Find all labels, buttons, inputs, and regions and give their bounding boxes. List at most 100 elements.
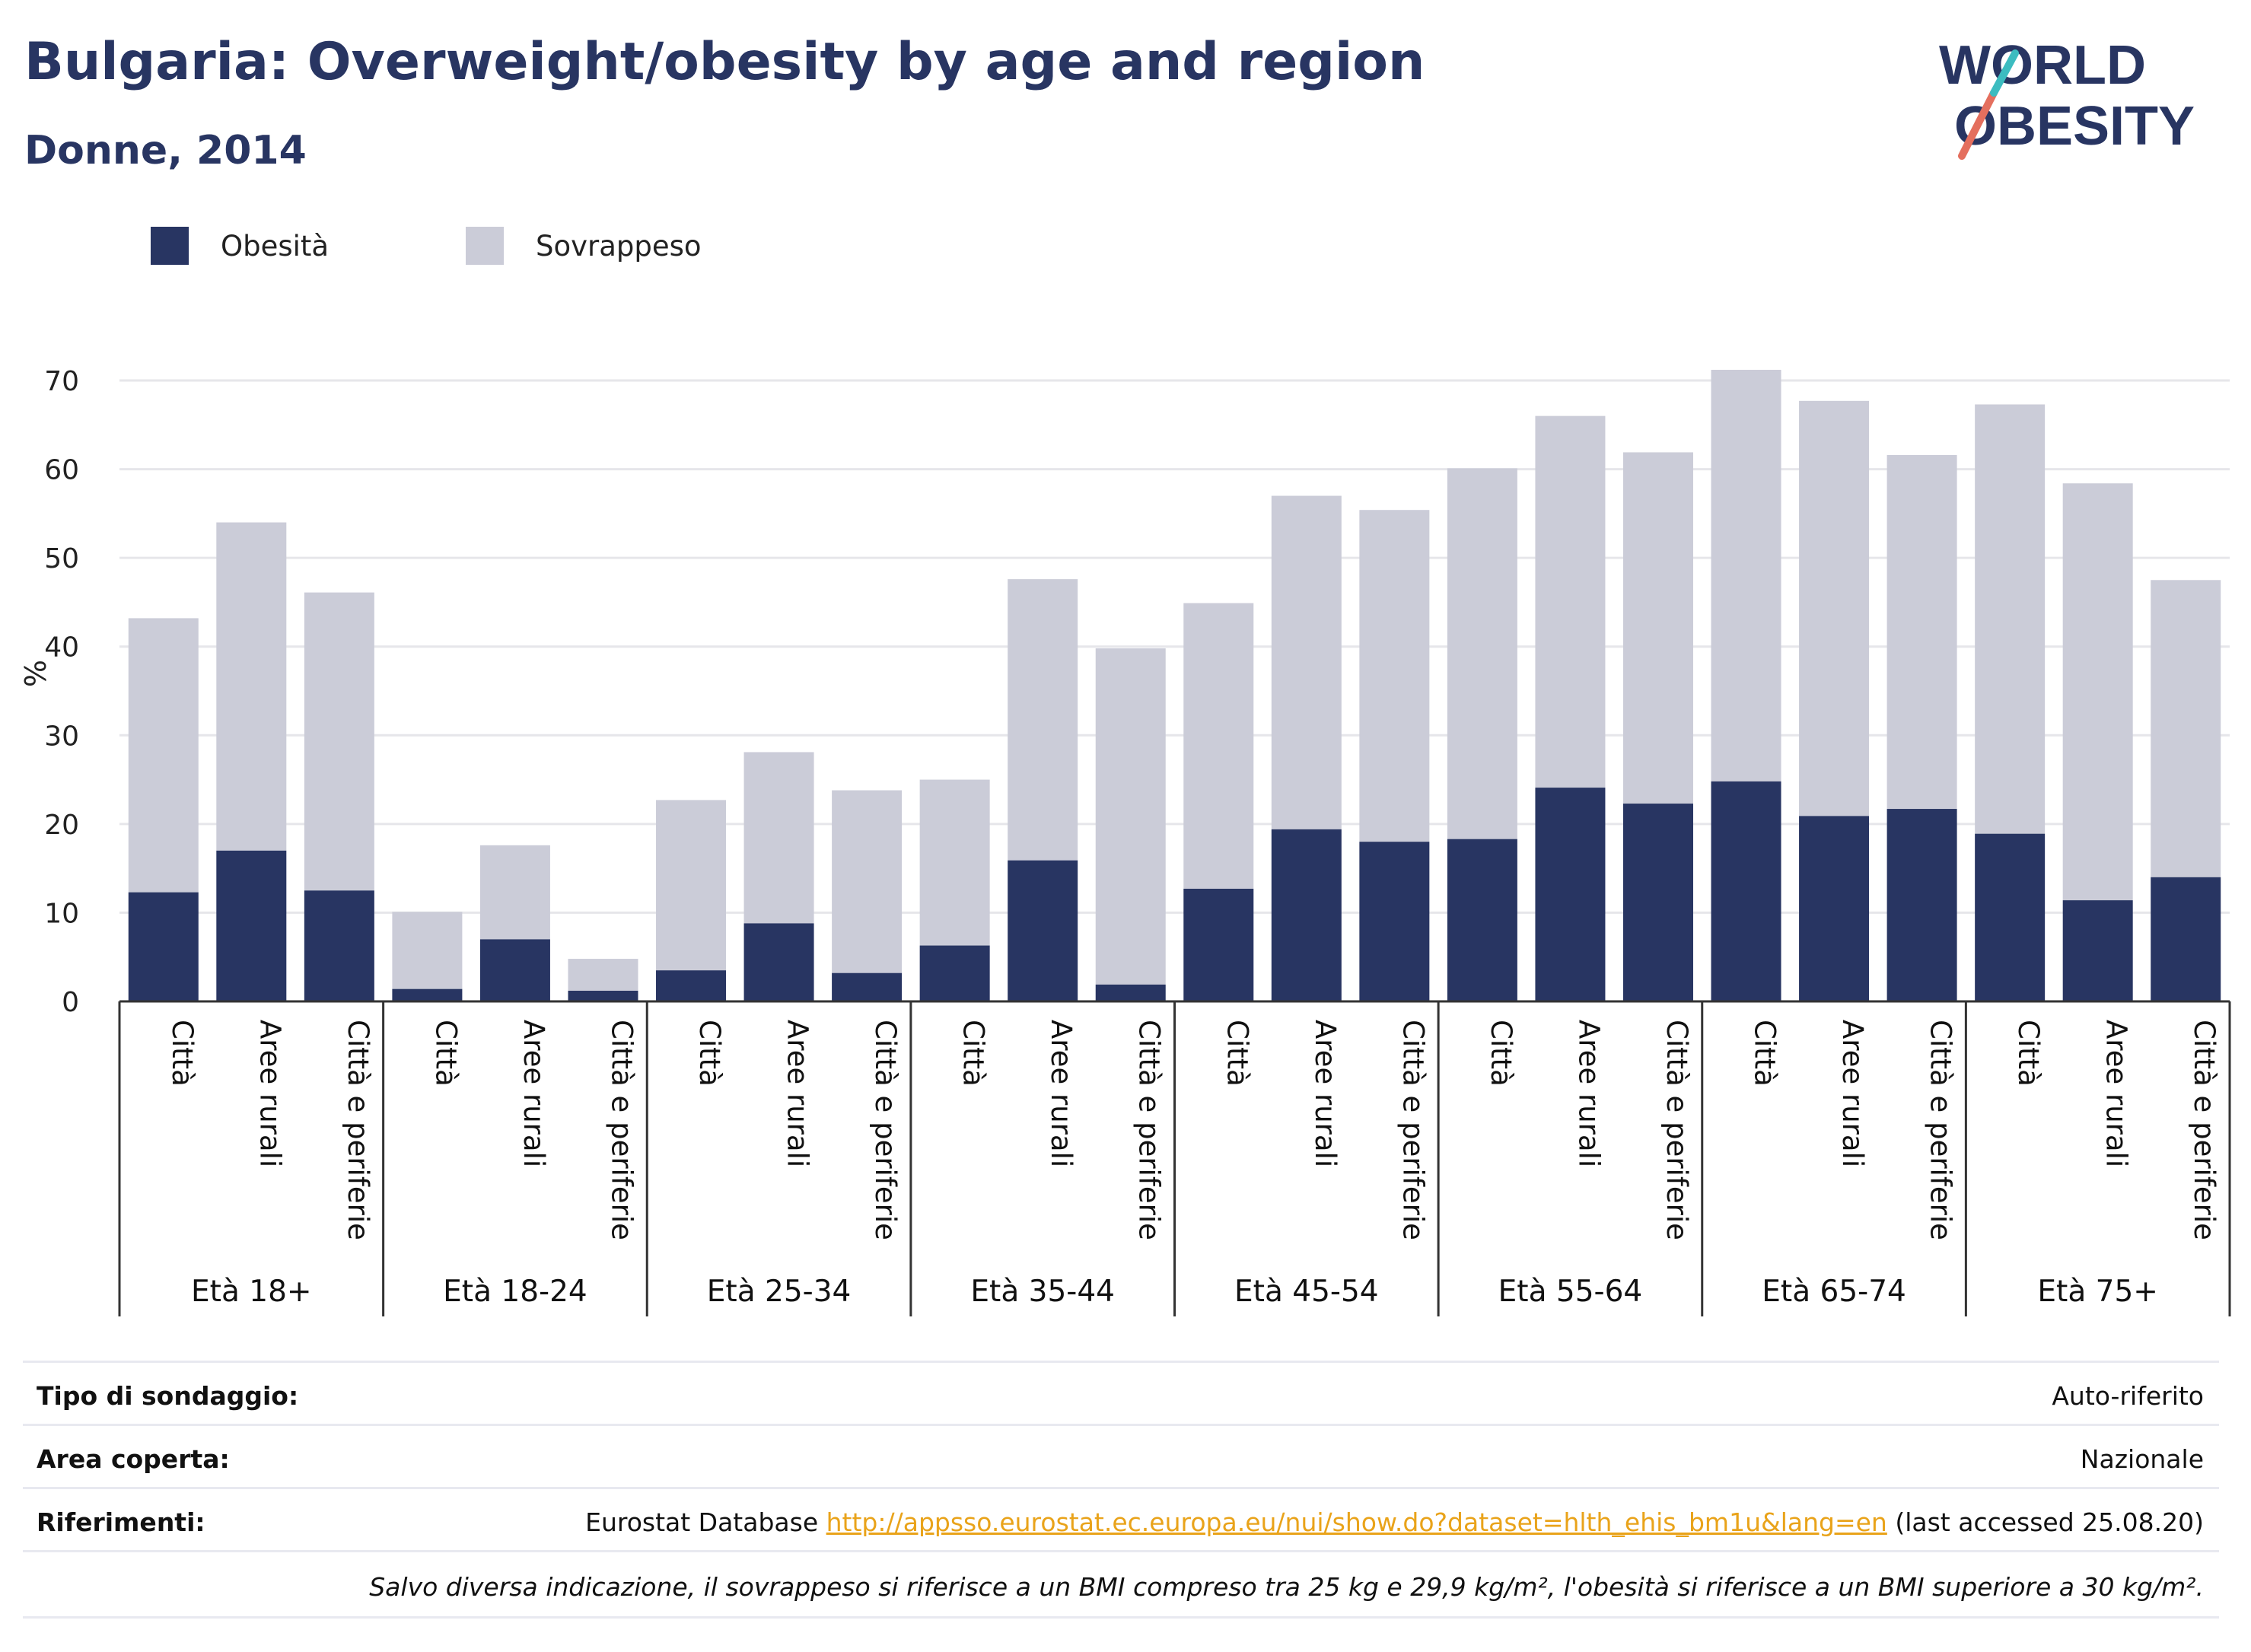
bar-obesity bbox=[1008, 860, 1078, 1001]
group-label: Età 35-44 bbox=[970, 1275, 1115, 1309]
bar-overweight bbox=[1886, 454, 1957, 810]
bar-obesity bbox=[216, 850, 287, 1001]
bar-overweight bbox=[392, 912, 463, 989]
x-tick-label: Città bbox=[1221, 1020, 1253, 1087]
x-tick-label: Città bbox=[1749, 1020, 1781, 1087]
info-value-survey-type: Auto-riferito bbox=[2052, 1381, 2204, 1411]
bar-obesity bbox=[1711, 781, 1781, 1001]
legend-label-obesity: Obesità bbox=[221, 229, 330, 263]
bar-overweight bbox=[304, 592, 374, 891]
bar-overweight bbox=[1095, 648, 1166, 985]
x-tick-label: Città e periferie bbox=[605, 1020, 638, 1240]
bar-obesity bbox=[1271, 829, 1342, 1001]
bar-overweight bbox=[2151, 580, 2221, 877]
bar-obesity bbox=[1095, 984, 1166, 1001]
bar-overweight bbox=[1975, 404, 2046, 834]
x-tick-label: Aree rurali bbox=[253, 1020, 286, 1167]
group-label: Età 55-64 bbox=[1498, 1275, 1643, 1309]
chart-title: Bulgaria: Overweight/obesity by age and … bbox=[24, 32, 1425, 92]
x-tick-label: Aree rurali bbox=[782, 1020, 814, 1167]
legend-item-obesity[interactable]: Obesità bbox=[151, 227, 329, 265]
world-obesity-logo: WORLD OBESITY bbox=[1939, 35, 2195, 160]
bar-obesity bbox=[1886, 809, 1957, 1001]
y-tick-label: 50 bbox=[44, 543, 79, 575]
x-tick-label: Città bbox=[429, 1020, 462, 1087]
x-tick-label: Città bbox=[693, 1020, 726, 1087]
legend-swatch-obesity bbox=[151, 227, 189, 265]
y-tick-label: 10 bbox=[44, 898, 79, 929]
bar-overweight bbox=[2062, 483, 2133, 901]
group-label: Età 25-34 bbox=[707, 1275, 852, 1309]
x-tick-label: Città bbox=[957, 1020, 990, 1087]
legend-item-overweight[interactable]: Sovrappeso bbox=[466, 227, 702, 265]
bar-obesity bbox=[919, 945, 990, 1001]
bar-obesity bbox=[128, 892, 199, 1001]
bar-overweight bbox=[1711, 370, 1781, 781]
bar-obesity bbox=[1799, 816, 1870, 1001]
bar-overweight bbox=[1271, 495, 1342, 829]
bar-overweight bbox=[832, 790, 903, 973]
bar-overweight bbox=[128, 618, 199, 893]
x-tick-label: Città e periferie bbox=[342, 1020, 374, 1240]
x-tick-label: Città e periferie bbox=[869, 1020, 902, 1240]
bar-overweight bbox=[656, 800, 727, 971]
group-label: Età 18-24 bbox=[443, 1275, 587, 1309]
y-tick-label: 0 bbox=[62, 987, 79, 1018]
bar-obesity bbox=[2062, 900, 2133, 1001]
x-tick-label: Aree rurali bbox=[1045, 1020, 1078, 1167]
references-suffix: (last accessed 25.08.20) bbox=[1886, 1507, 2204, 1537]
references-prefix: Eurostat Database bbox=[585, 1507, 826, 1537]
x-tick-label: Città e periferie bbox=[1925, 1020, 1957, 1240]
y-axis-label: % bbox=[19, 660, 53, 687]
bar-overweight bbox=[1447, 468, 1517, 839]
x-tick-label: Aree rurali bbox=[1309, 1020, 1342, 1167]
group-label: Età 45-54 bbox=[1234, 1275, 1379, 1309]
x-tick-label: Città e periferie bbox=[1660, 1020, 1693, 1240]
bar-overweight bbox=[919, 779, 990, 946]
bar-obesity bbox=[304, 890, 374, 1001]
bar-overweight bbox=[1359, 510, 1430, 842]
x-tick-label: Aree rurali bbox=[1572, 1020, 1605, 1167]
bar-overweight bbox=[216, 522, 287, 851]
bar-overweight bbox=[479, 845, 550, 940]
info-row-note: Salvo diversa indicazione, il sovrappeso… bbox=[23, 1550, 2219, 1619]
x-tick-label: Città e periferie bbox=[1133, 1020, 1166, 1240]
y-tick-label: 70 bbox=[44, 366, 79, 397]
chart-subtitle: Donne, 2014 bbox=[24, 128, 307, 173]
x-tick-label: Aree rurali bbox=[517, 1020, 550, 1167]
logo-line2: OBESITY bbox=[1954, 96, 2195, 157]
bar-overweight bbox=[1008, 579, 1078, 861]
bar-overweight bbox=[1183, 603, 1254, 889]
info-label-survey-type: Tipo di sondaggio: bbox=[37, 1381, 299, 1411]
bar-overweight bbox=[568, 959, 638, 992]
y-tick-label: 40 bbox=[44, 632, 79, 664]
info-label-references: Riferimenti: bbox=[37, 1507, 205, 1537]
bar-obesity bbox=[392, 988, 463, 1001]
info-row-area: Area coperta: Nazionale bbox=[23, 1424, 2219, 1487]
references-link[interactable]: http://appsso.eurostat.ec.europa.eu/nui/… bbox=[826, 1507, 1887, 1537]
info-value-references: Eurostat Database http://appsso.eurostat… bbox=[585, 1507, 2204, 1537]
legend-swatch-overweight bbox=[466, 227, 504, 265]
info-row-references: Riferimenti: Eurostat Database http://ap… bbox=[23, 1487, 2219, 1550]
bar-overweight bbox=[1535, 415, 1606, 788]
bar-obesity bbox=[656, 970, 727, 1001]
x-tick-label: Aree rurali bbox=[2100, 1020, 2133, 1167]
x-tick-label: Città bbox=[166, 1020, 199, 1087]
bar-obesity bbox=[479, 939, 550, 1001]
y-tick-label: 30 bbox=[44, 721, 79, 752]
x-tick-label: Città e periferie bbox=[2188, 1020, 2221, 1240]
x-tick-label: Città bbox=[2012, 1020, 2045, 1087]
bar-obesity bbox=[1359, 842, 1430, 1001]
bmi-note: Salvo diversa indicazione, il sovrappeso… bbox=[369, 1572, 2204, 1602]
bar-overweight bbox=[1799, 400, 1870, 816]
x-tick-label: Aree rurali bbox=[1836, 1020, 1869, 1167]
group-label: Età 65-74 bbox=[1762, 1275, 1906, 1309]
bar-obesity bbox=[1183, 888, 1254, 1001]
bar-overweight bbox=[1622, 452, 1693, 804]
bar-overweight bbox=[743, 752, 814, 924]
bar-obesity bbox=[743, 923, 814, 1001]
bar-obesity bbox=[832, 972, 903, 1001]
logo-line1: WORLD bbox=[1939, 35, 2146, 96]
group-label: Età 18+ bbox=[191, 1275, 312, 1309]
y-tick-label: 20 bbox=[44, 810, 79, 841]
